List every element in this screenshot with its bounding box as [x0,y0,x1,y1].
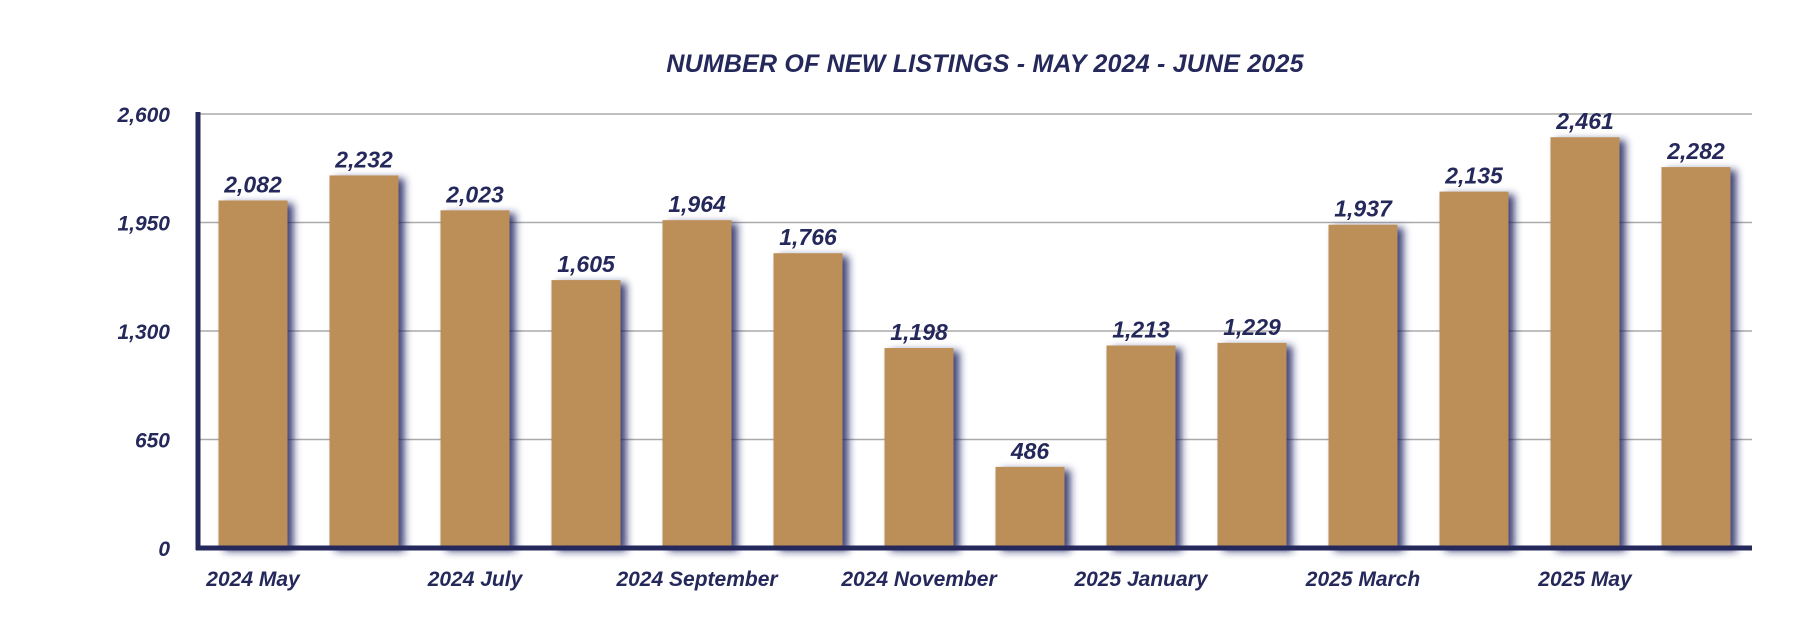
bar [884,348,954,548]
y-tick-label: 2,600 [116,104,170,127]
axes [195,112,1752,551]
bar [551,280,621,548]
data-label: 1,605 [557,251,616,277]
x-tick-label: 2024 July [427,568,524,591]
bar [773,253,843,548]
bar [995,466,1065,548]
bar [1439,191,1509,548]
x-tick-label: 2025 March [1305,568,1420,591]
data-label: 2,232 [334,146,393,172]
bar [1106,345,1176,548]
x-tick-label: 2025 January [1073,568,1208,591]
data-label: 1,198 [890,319,948,345]
data-label: 2,023 [445,181,504,207]
x-tick-label: 2025 May [1537,568,1633,591]
x-tick-label: 2024 May [205,568,301,591]
data-label: 2,135 [1444,163,1504,189]
x-tick-label: 2024 September [615,568,779,591]
x-tick-label: 2024 November [840,568,998,591]
bar [1328,224,1398,549]
bars [218,137,1731,549]
data-label: 1,213 [1112,317,1170,343]
y-tick-label: 1,300 [117,321,170,344]
y-tick-label: 0 [158,538,170,561]
bar [440,210,510,548]
bar [218,200,288,548]
labels: 0 650 1,300 1,950 2,600 2,082 2024 May 2,232 2,0… [116,104,1725,591]
bar [1550,137,1620,548]
data-label: 1,766 [779,224,837,250]
y-tick-label: 650 [135,430,170,453]
data-label: 2,461 [1555,108,1614,134]
data-label: 1,964 [668,191,726,217]
data-label: 486 [1010,438,1050,464]
data-label: 2,082 [223,171,282,197]
chart-title: NUMBER OF NEW LISTINGS - MAY 2024 - JUNE… [666,50,1304,78]
data-label: 2,282 [1666,138,1725,164]
bar [1217,342,1287,548]
bar [329,175,399,549]
data-label: 1,937 [1334,196,1393,222]
data-label: 1,229 [1223,314,1281,340]
bar [1661,167,1731,548]
gridlines [198,113,1752,441]
y-tick-label: 1,950 [117,213,170,236]
bar [662,220,732,548]
